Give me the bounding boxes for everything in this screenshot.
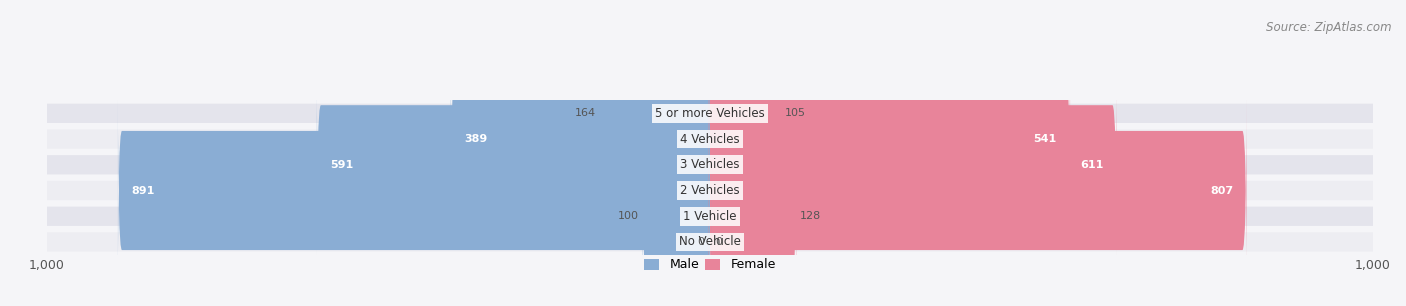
Text: 389: 389	[464, 134, 488, 144]
Text: 0: 0	[697, 237, 704, 247]
FancyBboxPatch shape	[46, 104, 1374, 123]
FancyBboxPatch shape	[709, 121, 796, 306]
Text: 100: 100	[617, 211, 638, 221]
FancyBboxPatch shape	[46, 181, 1374, 200]
Text: 0: 0	[716, 237, 723, 247]
Text: 541: 541	[1033, 134, 1057, 144]
Text: 2 Vehicles: 2 Vehicles	[681, 184, 740, 197]
FancyBboxPatch shape	[643, 121, 711, 306]
FancyBboxPatch shape	[600, 18, 711, 208]
FancyBboxPatch shape	[46, 155, 1374, 174]
Text: 1 Vehicle: 1 Vehicle	[683, 210, 737, 223]
Text: 611: 611	[1080, 160, 1104, 170]
Text: VEHICLE AVAILABILITY BY SEX IN ZIP CODE 46106: VEHICLE AVAILABILITY BY SEX IN ZIP CODE …	[14, 0, 394, 3]
FancyBboxPatch shape	[709, 44, 1070, 234]
Text: Source: ZipAtlas.com: Source: ZipAtlas.com	[1267, 21, 1392, 34]
Text: 128: 128	[800, 211, 821, 221]
FancyBboxPatch shape	[707, 147, 713, 306]
FancyBboxPatch shape	[316, 70, 711, 259]
Text: 4 Vehicles: 4 Vehicles	[681, 132, 740, 146]
FancyBboxPatch shape	[46, 129, 1374, 149]
FancyBboxPatch shape	[709, 70, 1116, 259]
FancyBboxPatch shape	[46, 232, 1374, 252]
FancyBboxPatch shape	[46, 207, 1374, 226]
Text: 807: 807	[1211, 185, 1233, 196]
FancyBboxPatch shape	[709, 96, 1247, 285]
Text: No Vehicle: No Vehicle	[679, 236, 741, 248]
Text: 5 or more Vehicles: 5 or more Vehicles	[655, 107, 765, 120]
Text: 891: 891	[131, 185, 155, 196]
FancyBboxPatch shape	[118, 96, 711, 285]
Text: 164: 164	[575, 108, 596, 118]
FancyBboxPatch shape	[709, 18, 780, 208]
Text: 105: 105	[785, 108, 806, 118]
Legend: Male, Female: Male, Female	[640, 253, 780, 276]
FancyBboxPatch shape	[451, 44, 711, 234]
Text: 591: 591	[330, 160, 353, 170]
Text: 3 Vehicles: 3 Vehicles	[681, 158, 740, 171]
FancyBboxPatch shape	[707, 147, 713, 306]
